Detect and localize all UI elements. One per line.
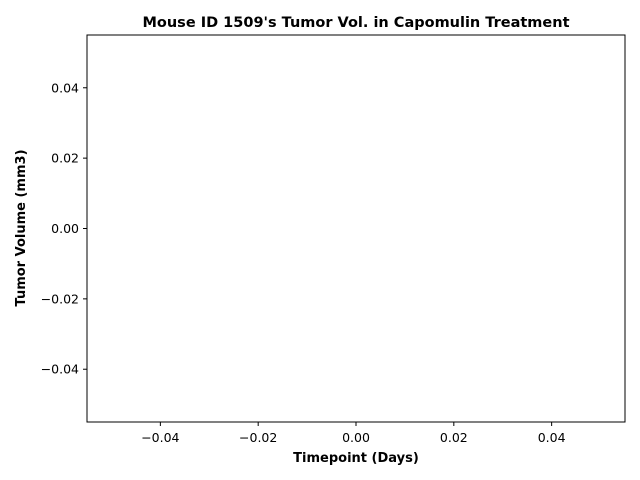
plot-area: −0.04 −0.02 0.00 0.02 0.04 −0.04 −0.02 0.00 0.0… [41, 34, 626, 445]
y-tick-label: 0.00 [51, 221, 79, 236]
x-tick-label: 0.02 [440, 430, 468, 445]
y-tick-label: −0.04 [41, 362, 79, 377]
x-axis-label: Timepoint (Days) [293, 451, 419, 466]
y-tick-label: 0.04 [51, 80, 79, 95]
x-tick-label: 0.00 [342, 430, 370, 445]
axes-frame [86, 34, 626, 423]
x-tick-label: −0.02 [239, 430, 277, 445]
x-tick-label: −0.04 [141, 430, 179, 445]
chart-title: Mouse ID 1509's Tumor Vol. in Capomulin … [142, 15, 569, 31]
x-tick-label: 0.04 [538, 430, 566, 445]
y-tick-label: 0.02 [51, 151, 79, 166]
x-axis-ticks: −0.04 −0.02 0.00 0.02 0.04 [141, 422, 566, 445]
y-axis-ticks: −0.04 −0.02 0.00 0.02 0.04 [41, 80, 87, 377]
y-axis-label: Tumor Volume (mm3) [14, 149, 29, 306]
y-tick-label: −0.02 [41, 291, 79, 306]
